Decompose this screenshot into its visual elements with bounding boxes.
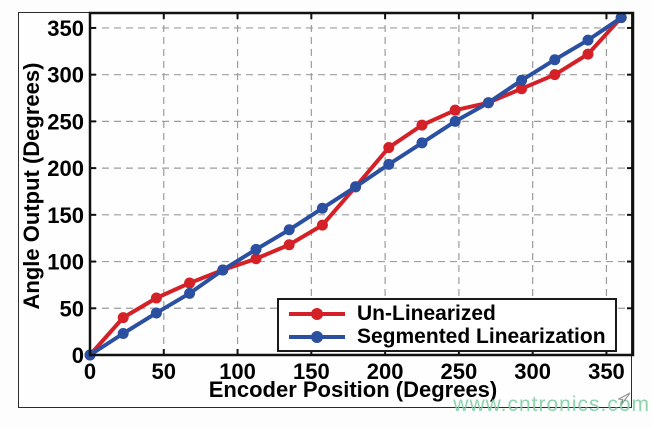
legend-entry-unlinearized: Un-Linearized [289,302,615,325]
red-marker-icon [311,307,323,320]
legend-label-segmented: Segmented Linearization [357,325,606,348]
svg-text:350: 350 [588,359,625,384]
gridlines [90,13,633,355]
svg-text:150: 150 [47,203,84,228]
y-axis-label: Angle Output (Degrees) [19,62,44,310]
svg-text:100: 100 [47,250,84,275]
watermark: www.cntronics.com [453,393,650,416]
svg-text:250: 250 [47,109,84,134]
svg-text:50: 50 [152,359,176,384]
blue-marker-icon [311,330,323,343]
x-tick-labels: 0 50 100 150 200 250 300 350 [84,359,625,384]
x-axis-label: Encoder Position (Degrees) [208,377,498,402]
svg-text:350: 350 [47,16,84,41]
plot-border [88,11,635,357]
legend-entry-segmented: Segmented Linearization [289,325,615,348]
legend-box: Un-Linearized Segmented Linearization [277,298,617,352]
svg-text:300: 300 [47,63,84,88]
red-line-sample-icon [289,307,345,320]
svg-text:200: 200 [47,156,84,181]
svg-text:250: 250 [441,359,478,384]
series-markers-blue [84,12,627,361]
svg-text:0: 0 [72,343,84,368]
svg-text:200: 200 [367,359,404,384]
svg-text:100: 100 [219,359,256,384]
legend-label-unlinearized: Un-Linearized [357,302,496,325]
svg-text:0: 0 [84,359,96,384]
svg-text:300: 300 [514,359,551,384]
svg-text:50: 50 [60,296,84,321]
y-tick-labels: 0 50 100 150 200 250 300 350 [47,16,84,368]
svg-text:150: 150 [293,359,330,384]
mouse-cursor-icon [618,392,631,406]
blue-line-sample-icon [289,330,345,343]
